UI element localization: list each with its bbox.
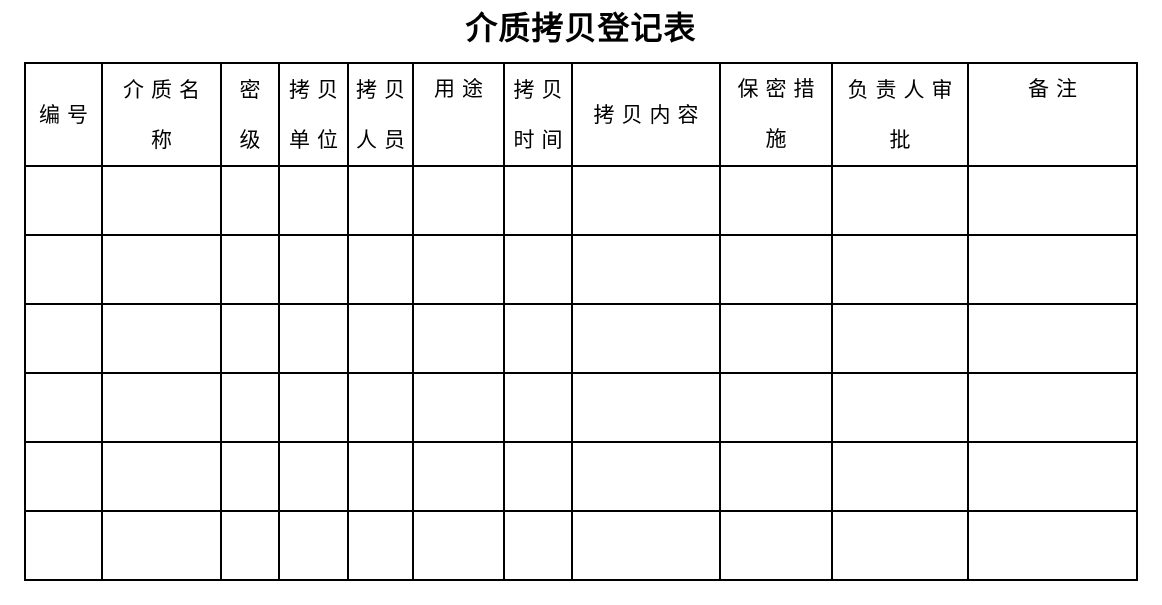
header-copy-time: 拷贝 时间	[503, 62, 573, 167]
table-cell	[719, 165, 833, 236]
table-cell	[101, 303, 222, 374]
table-cell	[719, 234, 833, 305]
table-cell	[719, 372, 833, 443]
table-row	[24, 372, 1138, 443]
table-row	[24, 234, 1138, 305]
table-cell	[719, 303, 833, 374]
table-cell	[101, 510, 222, 581]
table-cell	[412, 441, 505, 512]
table-cell	[831, 234, 969, 305]
table-row	[24, 165, 1138, 236]
table-cell	[278, 234, 349, 305]
table-cell	[412, 234, 505, 305]
table-cell	[503, 165, 573, 236]
table-cell	[278, 303, 349, 374]
table-cell	[347, 510, 414, 581]
table-cell	[571, 372, 721, 443]
table-cell	[24, 234, 103, 305]
table-cell	[967, 165, 1138, 236]
table-row	[24, 510, 1138, 581]
header-remarks: 备注	[967, 62, 1138, 167]
header-classification: 密 级	[220, 62, 280, 167]
table-body	[24, 165, 1138, 581]
table-cell	[220, 234, 280, 305]
header-media-name: 介质名称	[101, 62, 222, 167]
table-cell	[101, 441, 222, 512]
header-security-measures: 保密措施	[719, 62, 833, 167]
table-cell	[571, 234, 721, 305]
table-cell	[831, 372, 969, 443]
table-cell	[571, 303, 721, 374]
table-cell	[503, 303, 573, 374]
table-cell	[967, 303, 1138, 374]
registration-table: 编号 介质名称 密 级 拷贝 单位 拷贝 人员 用途 拷贝 时间 拷贝内容 保密…	[24, 62, 1138, 581]
table-cell	[347, 234, 414, 305]
table-cell	[220, 510, 280, 581]
table-cell	[278, 441, 349, 512]
header-copy-content: 拷贝内容	[571, 62, 721, 167]
table-cell	[831, 303, 969, 374]
table-cell	[831, 441, 969, 512]
table-cell	[347, 165, 414, 236]
table-row	[24, 441, 1138, 512]
header-number: 编号	[24, 62, 103, 167]
table-cell	[719, 510, 833, 581]
table-cell	[347, 441, 414, 512]
table-cell	[503, 372, 573, 443]
table-cell	[347, 303, 414, 374]
table-cell	[503, 441, 573, 512]
table-cell	[278, 165, 349, 236]
table-cell	[412, 510, 505, 581]
header-approver-approval: 负责人审 批	[831, 62, 969, 167]
table-cell	[220, 303, 280, 374]
table-cell	[278, 510, 349, 581]
table-cell	[967, 234, 1138, 305]
table-cell	[101, 165, 222, 236]
table-cell	[503, 234, 573, 305]
table-cell	[101, 372, 222, 443]
table-cell	[24, 372, 103, 443]
table-row	[24, 303, 1138, 374]
table-cell	[347, 372, 414, 443]
table-cell	[101, 234, 222, 305]
table-cell	[24, 510, 103, 581]
table-cell	[412, 372, 505, 443]
header-copy-personnel: 拷贝 人员	[347, 62, 414, 167]
table-cell	[967, 372, 1138, 443]
table-cell	[831, 165, 969, 236]
table-header-row: 编号 介质名称 密 级 拷贝 单位 拷贝 人员 用途 拷贝 时间 拷贝内容 保密…	[24, 62, 1138, 167]
table-cell	[24, 441, 103, 512]
table-cell	[571, 165, 721, 236]
page-title: 介质拷贝登记表	[465, 10, 697, 46]
table-cell	[220, 441, 280, 512]
table-cell	[412, 303, 505, 374]
table-cell	[967, 510, 1138, 581]
table-cell	[967, 441, 1138, 512]
table-cell	[278, 372, 349, 443]
table-cell	[24, 165, 103, 236]
table-cell	[831, 510, 969, 581]
table-cell	[503, 510, 573, 581]
table-cell	[571, 510, 721, 581]
table-cell	[412, 165, 505, 236]
header-copy-unit: 拷贝 单位	[278, 62, 349, 167]
table-cell	[719, 441, 833, 512]
header-purpose: 用途	[412, 62, 505, 167]
table-cell	[220, 165, 280, 236]
table-cell	[24, 303, 103, 374]
table-cell	[571, 441, 721, 512]
table-cell	[220, 372, 280, 443]
